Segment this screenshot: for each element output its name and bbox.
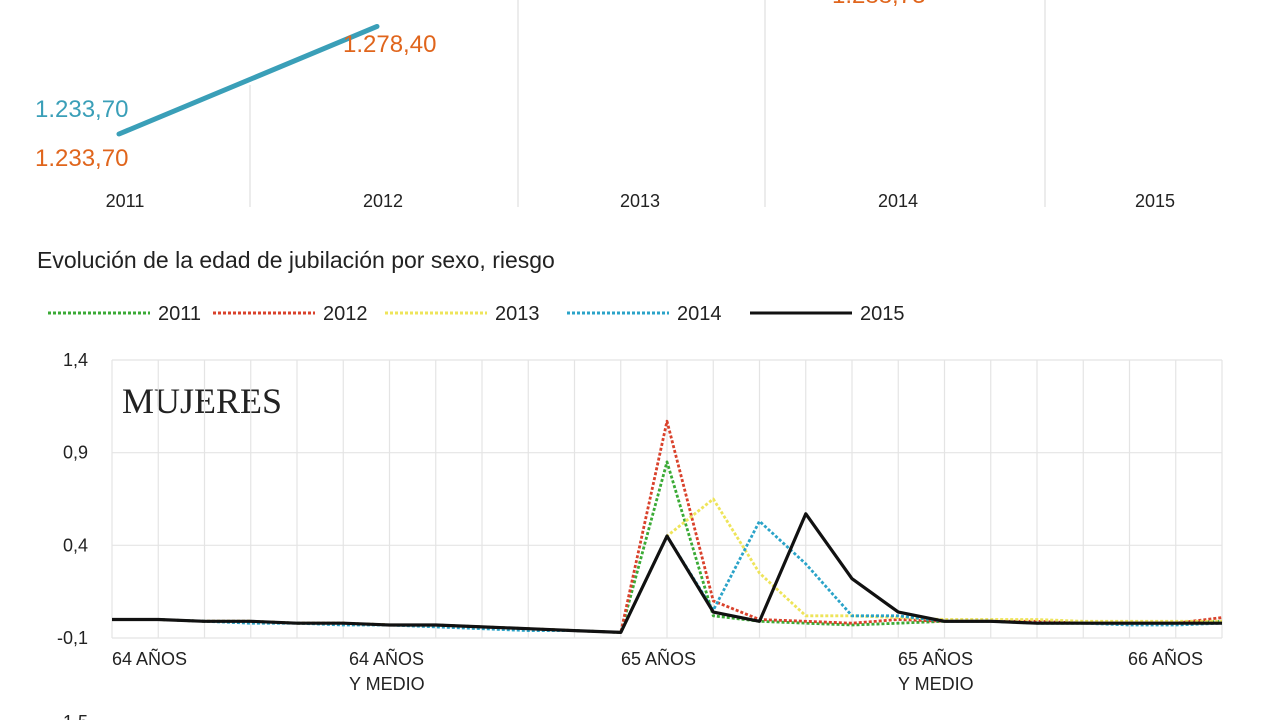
x-tick-label-line2: Y MEDIO (898, 674, 974, 694)
x-tick-label: 64 AÑOS (349, 648, 424, 669)
y-tick-label: 0,4 (63, 535, 88, 555)
legend-label-2015: 2015 (860, 303, 905, 325)
y-tick-label: 1,4 (63, 350, 88, 370)
top-x-tick-label: 2011 (106, 191, 145, 211)
x-tick-label: 65 AÑOS (898, 648, 973, 669)
top-x-tick-label: 2015 (1135, 191, 1175, 211)
x-tick-label: 65 AÑOS (621, 648, 696, 669)
y-tick-label-cut: -1,5 (57, 712, 88, 720)
bottom-line-chart: MUJERES 1,4 0,9 0,4 -0,1 -1,5 64 AÑOS 64 AÑOS Y… (57, 350, 1223, 720)
legend: 2011 2012 2013 2014 2015 (48, 303, 905, 325)
top-x-tick-label: 2013 (620, 191, 660, 211)
y-tick-label: -0,1 (57, 628, 88, 648)
data-label-orange-2012: 1.278,40 (343, 31, 436, 58)
x-tick-label: 66 AÑOS (1128, 648, 1203, 669)
legend-label-2011: 2011 (158, 303, 201, 325)
x-tick-label-line2: Y MEDIO (349, 674, 425, 694)
panel-label-mujeres: MUJERES (122, 381, 282, 421)
data-label-blue-2011: 1.233,70 (35, 96, 128, 123)
chart-title: Evolución de la edad de jubilación por s… (37, 247, 555, 273)
x-tick-label: 64 AÑOS (112, 648, 187, 669)
top-x-tick-label: 2014 (878, 191, 918, 211)
legend-label-2014: 2014 (677, 303, 722, 325)
data-label-orange-2014: 1.288,73 (832, 0, 925, 9)
top-x-tick-label: 2012 (363, 191, 403, 211)
legend-label-2012: 2012 (323, 303, 368, 325)
top-line-chart: 1.233,70 1.233,70 1.278,40 1.288,73 2011 2012… (35, 0, 1175, 211)
series-line-2015 (112, 512, 1222, 635)
legend-label-2013: 2013 (495, 303, 540, 325)
y-tick-label: 0,9 (63, 443, 88, 463)
top-series-line (116, 23, 380, 137)
data-label-orange-2011: 1.233,70 (35, 145, 128, 172)
